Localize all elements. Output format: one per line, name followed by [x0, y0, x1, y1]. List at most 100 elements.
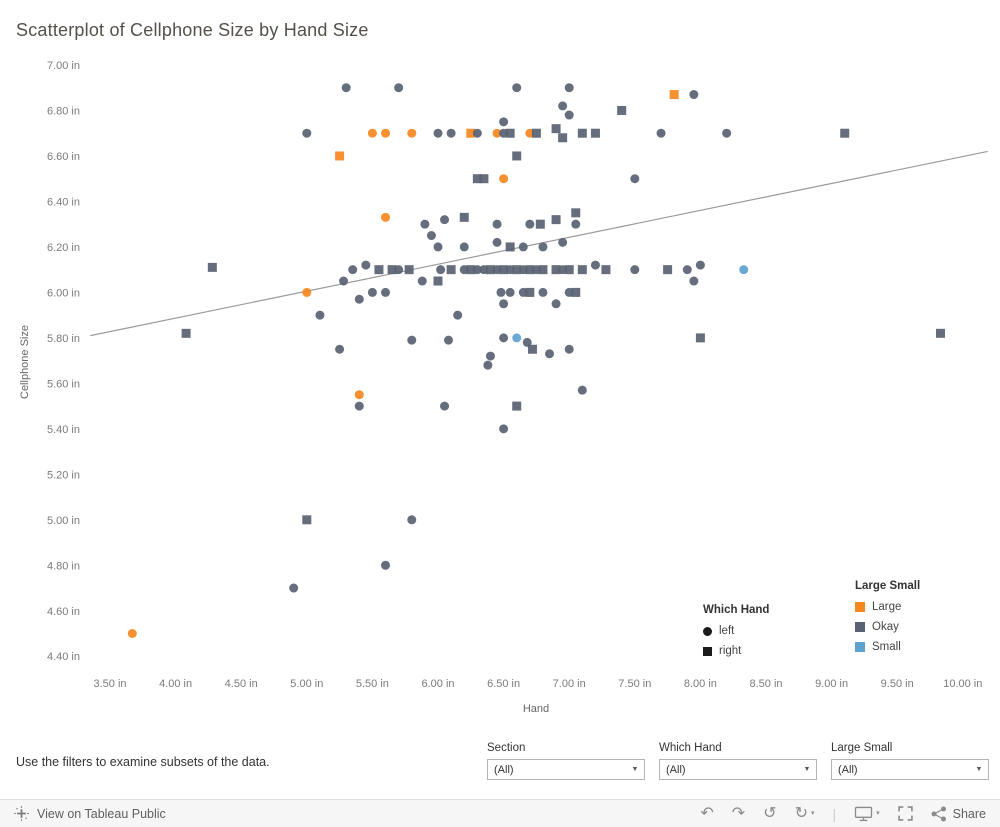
scatter-point[interactable] [669, 90, 679, 100]
scatter-point[interactable] [571, 219, 581, 229]
scatter-point[interactable] [577, 128, 587, 138]
scatter-point[interactable] [436, 265, 446, 275]
scatter-point[interactable] [531, 128, 541, 138]
scatter-point[interactable] [505, 128, 515, 138]
scatter-point[interactable] [440, 401, 450, 411]
scatter-point[interactable] [354, 390, 364, 400]
scatter-point[interactable] [571, 287, 581, 297]
scatter-point[interactable] [459, 242, 469, 252]
scatter-point[interactable] [505, 242, 515, 252]
scatter-point[interactable] [420, 219, 430, 229]
legend-item-small[interactable]: Small [855, 637, 920, 657]
scatter-point[interactable] [505, 287, 515, 297]
scatter-point[interactable] [433, 128, 443, 138]
scatter-point[interactable] [499, 117, 509, 127]
share-button[interactable]: Share [931, 806, 986, 822]
legend-item-left[interactable]: left [703, 621, 769, 641]
legend-item-large[interactable]: Large [855, 597, 920, 617]
scatter-point[interactable] [571, 208, 581, 218]
scatter-point[interactable] [433, 242, 443, 252]
scatter-point[interactable] [630, 265, 640, 275]
scatter-point[interactable] [394, 265, 404, 275]
scatter-point[interactable] [499, 265, 509, 275]
scatter-point[interactable] [443, 335, 453, 345]
revert-button[interactable]: ↺ [763, 804, 777, 822]
scatter-point[interactable] [564, 83, 574, 93]
scatter-point[interactable] [535, 219, 545, 229]
view-on-tableau-public-link[interactable]: View on Tableau Public [14, 806, 166, 821]
scatter-point[interactable] [374, 265, 384, 275]
scatter-point[interactable] [518, 242, 528, 252]
scatter-point[interactable] [472, 265, 482, 275]
scatter-point[interactable] [538, 287, 548, 297]
scatter-point[interactable] [479, 174, 489, 184]
scatter-point[interactable] [840, 128, 850, 138]
legend-item-right[interactable]: right [703, 641, 769, 661]
scatter-point[interactable] [551, 265, 561, 275]
scatter-point[interactable] [453, 310, 463, 320]
scatter-point[interactable] [472, 128, 482, 138]
scatter-point[interactable] [181, 328, 191, 338]
scatter-point[interactable] [538, 265, 548, 275]
scatter-point[interactable] [407, 515, 417, 525]
scatter-point[interactable] [485, 265, 495, 275]
scatter-point[interactable] [525, 287, 535, 297]
scatter-point[interactable] [499, 424, 509, 434]
scatter-point[interactable] [512, 151, 522, 161]
scatter-point[interactable] [545, 349, 555, 359]
scatter-point[interactable] [577, 385, 587, 395]
scatter-point[interactable] [361, 260, 371, 270]
scatter-point[interactable] [302, 287, 312, 297]
scatter-point[interactable] [381, 287, 391, 297]
scatter-point[interactable] [525, 219, 535, 229]
scatter-point[interactable] [558, 101, 568, 111]
scatter-point[interactable] [695, 260, 705, 270]
fullscreen-button[interactable] [897, 806, 913, 821]
scatter-point[interactable] [558, 133, 568, 143]
scatter-point[interactable] [499, 299, 509, 309]
scatter-point[interactable] [935, 328, 945, 338]
scatter-point[interactable] [404, 265, 414, 275]
scatter-point[interactable] [289, 583, 299, 593]
scatter-point[interactable] [417, 276, 427, 286]
scatter-point[interactable] [682, 265, 692, 275]
scatter-point[interactable] [348, 265, 358, 275]
scatter-point[interactable] [407, 335, 417, 345]
scatter-point[interactable] [483, 360, 493, 370]
scatter-point[interactable] [367, 287, 377, 297]
scatter-point[interactable] [601, 265, 611, 275]
scatter-point[interactable] [512, 333, 522, 343]
scatter-point[interactable] [689, 276, 699, 286]
scatter-point[interactable] [433, 276, 443, 286]
scatter-point[interactable] [512, 83, 522, 93]
scatter-point[interactable] [207, 262, 217, 272]
scatter-point[interactable] [426, 231, 436, 241]
scatter-point[interactable] [551, 124, 561, 134]
scatter-point[interactable] [590, 128, 600, 138]
scatter-point[interactable] [630, 174, 640, 184]
scatter-point[interactable] [446, 128, 456, 138]
scatter-point[interactable] [663, 265, 673, 275]
scatter-point[interactable] [499, 174, 509, 184]
scatter-point[interactable] [492, 237, 502, 247]
scatter-point[interactable] [522, 337, 532, 347]
which-hand-filter-dropdown[interactable]: (All) ▼ [659, 759, 817, 780]
scatter-point[interactable] [381, 128, 391, 138]
scatter-point[interactable] [381, 212, 391, 222]
device-layout-button[interactable]: ▾ [854, 806, 880, 822]
scatter-point[interactable] [492, 219, 502, 229]
scatter-point[interactable] [551, 215, 561, 225]
scatter-point[interactable] [492, 128, 502, 138]
scatter-point[interactable] [577, 265, 587, 275]
refresh-button[interactable]: ↻ ▾ [794, 804, 815, 822]
scatter-point[interactable] [564, 265, 574, 275]
scatter-point[interactable] [590, 260, 600, 270]
scatter-point[interactable] [339, 276, 349, 286]
scatter-point[interactable] [127, 629, 137, 638]
section-filter-dropdown[interactable]: (All) ▼ [487, 759, 645, 780]
scatter-point[interactable] [525, 265, 535, 275]
scatter-point[interactable] [527, 344, 537, 354]
scatter-point[interactable] [440, 215, 450, 225]
scatter-point[interactable] [564, 344, 574, 354]
scatter-point[interactable] [466, 128, 476, 138]
